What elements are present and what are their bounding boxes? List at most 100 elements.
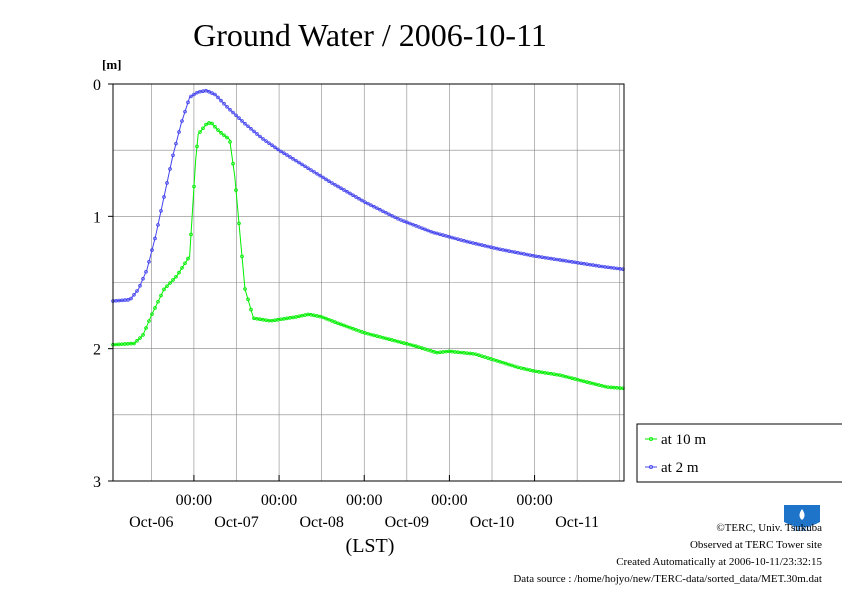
series-marker [234, 113, 238, 118]
x-tick-time-label: 00:00 [431, 492, 467, 509]
series-marker [240, 119, 244, 123]
x-tick-time-label: 00:00 [261, 492, 297, 509]
series-marker [204, 88, 208, 93]
logo-text: TERC [792, 525, 811, 533]
series-marker [489, 357, 493, 361]
series-marker [222, 133, 226, 137]
series-marker [315, 171, 319, 176]
series-marker [183, 109, 187, 114]
series-marker [381, 209, 385, 214]
series-marker [291, 157, 295, 161]
series-markers [111, 88, 625, 303]
series-marker [342, 188, 346, 192]
series-marker [408, 221, 412, 226]
series-marker [177, 270, 181, 275]
series-marker [144, 326, 148, 330]
series-marker [189, 94, 193, 99]
series-marker [186, 100, 190, 105]
series-marker [282, 151, 286, 156]
series-marker [318, 173, 322, 178]
series-marker [318, 314, 322, 319]
series-marker [150, 312, 154, 316]
series-marker [243, 121, 247, 126]
series-marker [279, 149, 283, 154]
series-marker [219, 131, 223, 135]
series-marker [204, 122, 208, 127]
series-marker [240, 254, 244, 259]
x-axis-label: (LST) [346, 535, 395, 557]
series-marker [138, 336, 142, 340]
series-marker [144, 269, 148, 274]
credit-copyright: ©TERC, Univ. Tsukuba [716, 522, 822, 534]
series-marker [189, 232, 193, 237]
series-marker [228, 140, 232, 144]
series-marker [207, 89, 211, 94]
series-marker [246, 297, 250, 302]
series-marker [327, 179, 331, 183]
legend-label: at 10 m [661, 432, 706, 448]
series-marker [156, 299, 160, 304]
series-marker [399, 218, 403, 222]
series-marker [213, 124, 217, 129]
series-marker [192, 92, 196, 97]
x-tick-date-label: Oct-09 [385, 514, 429, 531]
series-marker [186, 256, 190, 261]
series-marker [327, 317, 331, 322]
series-marker [498, 359, 502, 364]
series-marker [141, 276, 145, 281]
series-marker [150, 248, 154, 252]
series-marker [213, 92, 217, 97]
series-marker [345, 189, 349, 194]
series-marker [156, 223, 160, 227]
series-marker [201, 126, 205, 131]
series-marker [147, 319, 151, 323]
series-marker [162, 287, 166, 292]
series-marker [321, 175, 325, 180]
series-marker [126, 298, 130, 302]
series-marker [348, 325, 352, 330]
series-marker [258, 134, 262, 139]
series-marker [351, 193, 355, 198]
series-marker [414, 344, 418, 349]
series-marker [429, 229, 433, 234]
series-marker [330, 181, 334, 185]
series-marker [168, 281, 172, 285]
series-marker [342, 323, 346, 328]
series-marker [348, 191, 352, 196]
y-tick-label: 1 [93, 209, 101, 226]
series-marker [234, 188, 238, 192]
series-marker [246, 124, 250, 129]
series-marker [393, 215, 397, 220]
series-marker [165, 284, 169, 288]
series-marker [276, 147, 280, 152]
series-marker [273, 145, 277, 150]
series-marker [324, 316, 328, 321]
series-marker [357, 329, 361, 333]
series-marker [195, 144, 199, 149]
series-marker [411, 222, 415, 227]
series-marker [414, 224, 418, 228]
series-marker [216, 95, 220, 100]
series-marker [351, 326, 355, 331]
series-marker [333, 320, 337, 324]
series-marker [390, 213, 394, 218]
series-marker [339, 186, 343, 191]
series-marker [378, 207, 382, 212]
series-markers [111, 121, 625, 391]
series-marker [198, 130, 202, 134]
series-marker [231, 110, 235, 115]
series-marker [255, 132, 259, 136]
series-marker [174, 274, 178, 279]
series-marker [336, 184, 340, 189]
series-marker [231, 161, 235, 166]
series-marker [417, 225, 421, 229]
series-marker [135, 289, 139, 293]
series-marker [486, 356, 490, 360]
series-marker [396, 217, 400, 221]
legend-box [636, 423, 842, 483]
series-marker [249, 307, 253, 312]
series-marker [423, 347, 427, 351]
series-marker [474, 352, 478, 357]
series-marker [354, 327, 358, 332]
